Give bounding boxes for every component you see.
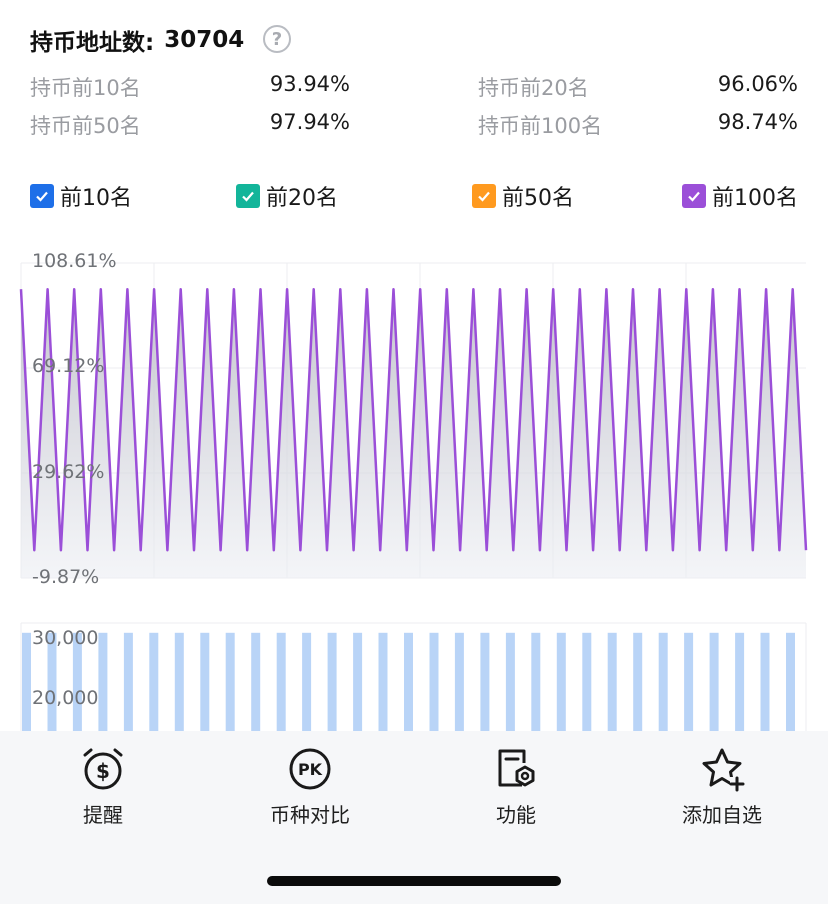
line-y-tick: 108.61% <box>32 250 117 272</box>
checkbox-checked-icon <box>682 184 706 208</box>
nav-label: 币种对比 <box>270 803 350 827</box>
bar <box>709 632 719 731</box>
stat-value-top10: 93.94% <box>269 72 350 96</box>
stat-label-top100: 持币前100名 <box>478 114 603 138</box>
line-y-tick: -9.87% <box>32 566 100 588</box>
bar <box>98 632 108 731</box>
bar <box>531 632 541 731</box>
legend-top50-checkbox[interactable]: 前50名 <box>472 181 574 211</box>
legend-label: 前100名 <box>712 186 798 211</box>
bar <box>174 632 184 731</box>
bar-y-tick: 20,000 <box>32 687 99 709</box>
bar <box>47 632 57 731</box>
stat-label-top10: 持币前10名 <box>30 76 141 100</box>
bar <box>582 632 592 731</box>
line-y-tick: 29.62% <box>32 461 105 483</box>
bar <box>633 632 643 731</box>
checkbox-checked-icon <box>236 184 260 208</box>
bar <box>684 632 694 731</box>
stat-value-top100: 98.74% <box>717 110 798 134</box>
alarm-dollar-icon: $ <box>83 748 123 790</box>
bar-y-tick: 30,000 <box>32 627 99 649</box>
holder-count-value: 30704 <box>164 27 245 53</box>
bar <box>505 632 515 731</box>
function-button[interactable]: 功能 <box>446 745 586 828</box>
stat-value-top50: 97.94% <box>269 110 350 134</box>
help-icon[interactable]: ? <box>263 25 291 53</box>
bar <box>404 632 413 731</box>
line-y-tick: 69.12% <box>32 355 105 377</box>
svg-text:$: $ <box>96 759 110 783</box>
stat-label-top50: 持币前50名 <box>30 114 141 138</box>
checkbox-checked-icon <box>472 184 496 208</box>
add-watchlist-button[interactable]: 添加自选 <box>652 745 792 828</box>
legend-label: 前20名 <box>266 186 338 211</box>
bar <box>200 632 210 731</box>
bar <box>353 632 363 731</box>
bar <box>225 632 235 731</box>
bar <box>251 632 261 731</box>
home-indicator <box>267 876 561 886</box>
nav-label: 功能 <box>496 803 536 827</box>
bar <box>607 632 617 731</box>
bar <box>149 632 159 731</box>
bar <box>302 632 312 731</box>
legend-label: 前10名 <box>60 186 132 211</box>
legend-top100-checkbox[interactable]: 前100名 <box>682 181 798 211</box>
coin-compare-button[interactable]: PK 币种对比 <box>240 745 380 828</box>
function-icon <box>498 749 535 787</box>
star-add-icon <box>702 748 745 792</box>
line-series-top100 <box>19 287 808 552</box>
bar <box>22 632 31 731</box>
nav-label: 提醒 <box>83 803 123 827</box>
stat-value-top20: 96.06% <box>717 72 798 96</box>
legend-top10-checkbox[interactable]: 前10名 <box>30 181 132 211</box>
bar <box>786 632 795 731</box>
bar <box>276 632 286 731</box>
holder-count-label: 持币地址数: <box>30 30 155 56</box>
bar <box>429 632 439 731</box>
bar <box>327 632 337 731</box>
bar <box>480 632 490 731</box>
svg-text:PK: PK <box>298 760 323 779</box>
bar <box>658 632 668 731</box>
bar <box>556 632 566 731</box>
bar <box>735 632 745 731</box>
holder-address-count: 持币地址数: 30704 <box>30 22 244 58</box>
bar <box>123 632 133 731</box>
legend-top20-checkbox[interactable]: 前20名 <box>236 181 338 211</box>
bar <box>72 632 82 731</box>
bottom-action-bar: $ 提醒 PK 币种对比 功能 添加自选 <box>0 731 828 904</box>
holder-ratio-line-chart[interactable] <box>0 240 828 590</box>
pk-icon: PK <box>289 748 331 790</box>
bar <box>760 632 770 731</box>
stat-label-top20: 持币前20名 <box>478 76 589 100</box>
checkbox-checked-icon <box>30 184 54 208</box>
bar <box>378 632 388 731</box>
alert-button[interactable]: $ 提醒 <box>33 745 173 828</box>
bar <box>454 632 464 731</box>
nav-label: 添加自选 <box>682 803 762 827</box>
legend-label: 前50名 <box>502 186 574 211</box>
holder-count-bar-chart[interactable] <box>0 610 828 731</box>
